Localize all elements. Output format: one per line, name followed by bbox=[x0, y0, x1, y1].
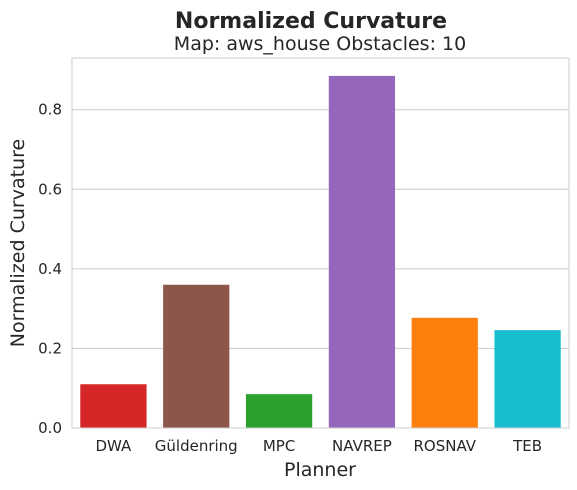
y-axis-label: Normalized Curvature bbox=[7, 139, 29, 347]
bar-rosnav bbox=[411, 317, 478, 428]
bars bbox=[80, 75, 561, 428]
x-tick-label: MPC bbox=[263, 437, 295, 455]
bar-mpc bbox=[245, 394, 313, 428]
chart-subtitle: Map: aws_house Obstacles: 10 bbox=[174, 33, 466, 55]
x-tick-labels: DWA Güldenring MPC NAVREP ROSNAV TEB bbox=[96, 437, 543, 455]
chart-title: Normalized Curvature bbox=[175, 9, 447, 34]
x-tick-label: NAVREP bbox=[332, 437, 392, 455]
bar-teb bbox=[494, 330, 561, 428]
y-tick-label: 0.8 bbox=[38, 101, 62, 119]
bar-g-ldenring bbox=[163, 284, 230, 428]
bar-dwa bbox=[80, 384, 147, 428]
bar-navrep bbox=[328, 75, 396, 428]
y-tick-label: 0.6 bbox=[38, 180, 62, 198]
x-tick-label: Güldenring bbox=[155, 437, 238, 455]
x-tick-label: ROSNAV bbox=[413, 437, 476, 455]
x-tick-label: DWA bbox=[96, 437, 133, 455]
plot-frame bbox=[71, 57, 570, 429]
y-tick-label: 0.4 bbox=[38, 260, 62, 278]
y-tick-labels: 0.0 0.2 0.4 0.6 0.8 bbox=[38, 101, 62, 437]
y-tick-label: 0.2 bbox=[38, 339, 62, 357]
y-tick-label: 0.0 bbox=[38, 419, 62, 437]
x-axis-label: Planner bbox=[284, 459, 356, 481]
x-tick-label: TEB bbox=[512, 437, 542, 455]
